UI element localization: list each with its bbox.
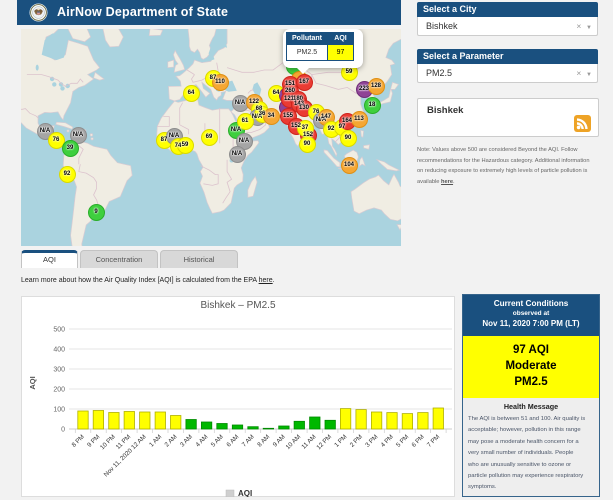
svg-text:11 AM: 11 AM bbox=[300, 433, 317, 450]
svg-text:6 PM: 6 PM bbox=[410, 433, 425, 448]
svg-text:6 AM: 6 AM bbox=[225, 433, 240, 448]
svg-text:10 AM: 10 AM bbox=[285, 433, 303, 451]
svg-text:8 PM: 8 PM bbox=[71, 433, 86, 448]
svg-text:7 AM: 7 AM bbox=[241, 433, 256, 448]
svg-text:7 PM: 7 PM bbox=[426, 433, 441, 448]
svg-text:2 PM: 2 PM bbox=[349, 433, 364, 448]
svg-text:5 PM: 5 PM bbox=[395, 433, 410, 448]
svg-text:200: 200 bbox=[53, 387, 65, 394]
svg-text:10 PM: 10 PM bbox=[99, 433, 117, 451]
svg-text:12 PM: 12 PM bbox=[315, 433, 333, 451]
svg-text:1 AM: 1 AM bbox=[148, 433, 163, 448]
svg-text:5 AM: 5 AM bbox=[210, 433, 225, 448]
svg-text:3 PM: 3 PM bbox=[364, 433, 379, 448]
svg-text:400: 400 bbox=[53, 347, 65, 354]
svg-text:AQI: AQI bbox=[238, 489, 252, 497]
svg-text:3 AM: 3 AM bbox=[179, 433, 194, 448]
svg-text:0: 0 bbox=[61, 427, 65, 434]
svg-text:300: 300 bbox=[53, 367, 65, 374]
svg-text:4 AM: 4 AM bbox=[194, 433, 209, 448]
svg-text:500: 500 bbox=[53, 327, 65, 334]
svg-text:100: 100 bbox=[53, 407, 65, 414]
svg-text:2 AM: 2 AM bbox=[164, 433, 179, 448]
svg-text:8 AM: 8 AM bbox=[256, 433, 271, 448]
svg-text:4 PM: 4 PM bbox=[380, 433, 395, 448]
svg-text:AQI: AQI bbox=[28, 376, 37, 389]
svg-text:1 PM: 1 PM bbox=[333, 433, 348, 448]
